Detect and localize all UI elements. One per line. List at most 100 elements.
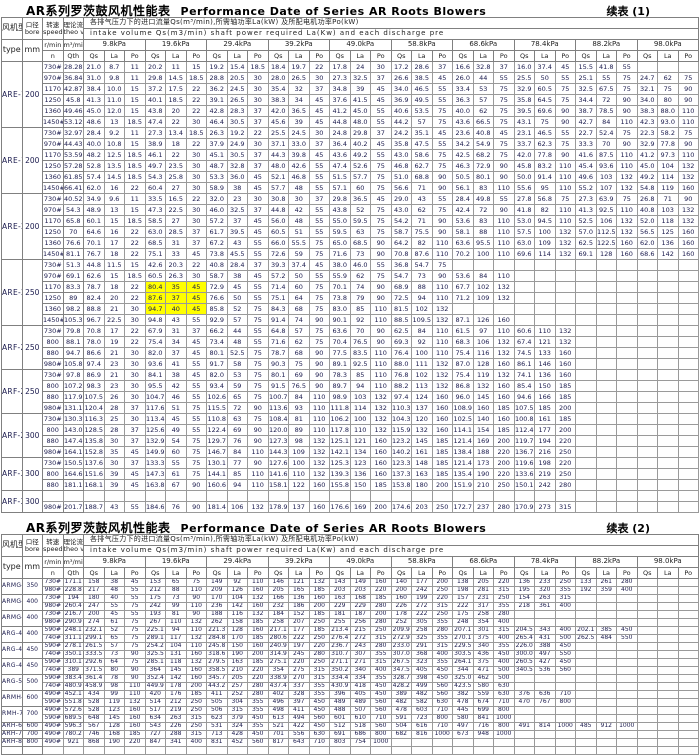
data-cell: 237 (472, 501, 494, 513)
data-cell: 30.5 (226, 149, 248, 161)
data-cell: 142.1 (329, 446, 351, 458)
data-cell: 303.5 (452, 650, 474, 659)
data-cell: 38 (226, 182, 248, 194)
data-cell: 36.4 (329, 138, 351, 150)
data-cell (657, 413, 679, 425)
data-cell: 148 (411, 457, 433, 469)
data-cell: 65.0 (329, 237, 351, 249)
data-cell: 22 (124, 182, 146, 194)
data-cell: 28.0 (267, 72, 289, 84)
data-cell: 75 (370, 204, 392, 216)
data-cell: 262 (206, 618, 228, 627)
data-cell (616, 682, 638, 691)
data-cell: 160 (247, 602, 269, 611)
data-cell: 88.5 (390, 314, 412, 326)
data-cell (636, 690, 658, 699)
data-cell: 110 (370, 380, 392, 392)
data-cell: 948 (472, 730, 494, 739)
subcol-header-po: Po (493, 50, 515, 62)
data-cell: 178 (165, 682, 187, 691)
data-cell (677, 435, 699, 447)
data-cell: 507 (349, 706, 371, 715)
data-cell: 75 (493, 116, 515, 128)
subcol-header-la: La (226, 567, 248, 579)
data-cell: 150.1 (513, 479, 535, 491)
data-cell: 102.5 (452, 413, 474, 425)
data-cell: 300.0 (513, 650, 535, 659)
data-cell (575, 714, 597, 723)
data-cell: 32.1 (636, 83, 658, 95)
data-cell: 160 (370, 457, 392, 469)
data-cell: 210 (472, 479, 494, 491)
data-cell: 15 (124, 105, 146, 117)
qth-cell: 350.1 (62, 650, 84, 659)
data-cell (636, 391, 658, 403)
data-cell: 92.9 (206, 314, 228, 326)
data-cell: 55 (370, 116, 392, 128)
data-cell (657, 618, 679, 627)
qth-cell: 216.7 (62, 610, 84, 619)
data-cell (206, 490, 228, 502)
data-cell: 434 (83, 690, 105, 699)
data-cell: 57.2 (206, 215, 228, 227)
header-en-line: intake volume Qs(m3/min) shaft power req… (83, 545, 699, 557)
data-cell: 132 (616, 182, 638, 194)
data-cell: 42 (288, 204, 310, 216)
data-cell: 26.8 (636, 193, 658, 205)
data-cell: 160 (431, 424, 453, 436)
data-cell: 160 (247, 626, 269, 635)
data-cell: 358.5 (206, 666, 228, 675)
data-cell: 482 (411, 690, 433, 699)
header-qth-unit: m³/min (62, 39, 84, 51)
data-cell: 45.6 (267, 116, 289, 128)
bore-cell: 250 (21, 259, 43, 326)
data-cell: 61 (103, 618, 125, 627)
data-cell: 352.4 (144, 674, 166, 683)
speed-cell: 1170 (42, 281, 64, 293)
data-cell: 185 (431, 446, 453, 458)
data-cell: 160 (493, 358, 515, 370)
data-cell: 80 (657, 94, 679, 106)
data-cell: 315 (554, 594, 576, 603)
data-cell: 528 (83, 698, 105, 707)
data-cell: 411 (288, 706, 310, 715)
data-cell: 78 (103, 674, 125, 683)
subcol-header-la: La (595, 567, 617, 579)
data-cell (452, 259, 474, 271)
data-cell: 205 (226, 674, 248, 683)
data-cell: 37.9 (206, 138, 228, 150)
data-cell: 226 (165, 722, 187, 731)
data-cell: 37 (124, 402, 146, 414)
qth-cell: 921 (62, 738, 84, 747)
data-cell: 45 (185, 336, 207, 348)
data-cell: 78.3 (329, 369, 351, 381)
speed-cell: 880 (42, 391, 64, 403)
data-cell: 710 (554, 690, 576, 699)
data-cell: 50 (288, 270, 310, 282)
data-cell: 114.1 (452, 424, 474, 436)
data-cell: 252 (390, 618, 412, 627)
data-cell: 22 (124, 281, 146, 293)
data-cell (534, 490, 556, 502)
data-cell: 75 (124, 658, 146, 667)
data-cell: 710 (370, 714, 392, 723)
data-cell: 70.8 (83, 325, 105, 337)
data-cell: 163 (226, 658, 248, 667)
data-cell: 60 (165, 446, 187, 458)
data-cell: 320 (534, 586, 556, 595)
data-cell: 114 (657, 171, 679, 183)
data-cell: 200 (431, 578, 453, 587)
data-cell: 220 (308, 642, 330, 651)
subcol-header-qs: Qs (452, 567, 474, 579)
data-cell: 97.4 (83, 358, 105, 370)
data-cell: 146.7 (206, 446, 228, 458)
data-cell: 132 (554, 226, 576, 238)
data-cell: 29.8 (349, 127, 371, 139)
data-cell: 22.7 (575, 127, 597, 139)
data-cell: 48.2 (83, 149, 105, 161)
data-cell: 38.9 (144, 138, 166, 150)
data-cell: 108.9 (452, 402, 474, 414)
data-cell (595, 435, 617, 447)
data-cell: 30 (308, 127, 330, 139)
subcol-header-la: La (472, 567, 494, 579)
